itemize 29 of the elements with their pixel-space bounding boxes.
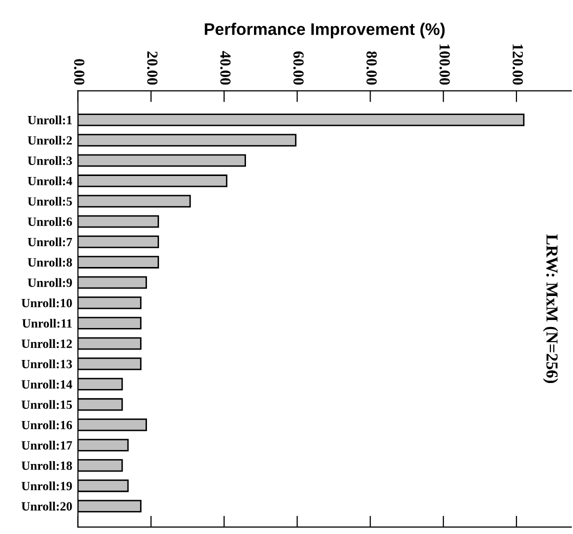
y-tick-label: Unroll:14 <box>22 380 72 389</box>
x-tick-label: 60.00 <box>293 51 304 85</box>
y-tick-label: Unroll:1 <box>28 116 72 124</box>
y-tick-label: Unroll:12 <box>22 339 72 348</box>
y-tick-label: Unroll:19 <box>22 481 72 490</box>
y-tick-label: Unroll:13 <box>22 359 72 368</box>
y-tick-label: Unroll:20 <box>22 502 72 511</box>
y-tick-label: Unroll:7 <box>28 237 72 246</box>
y-tick-label: Unroll:3 <box>28 156 72 166</box>
y-tick-label: Unroll:6 <box>28 217 72 226</box>
x-tick-label: 80.00 <box>366 51 377 85</box>
y-tick-label: Unroll:17 <box>22 440 72 450</box>
x-tick-label: 20.00 <box>147 51 158 85</box>
y-tick-label: Unroll:5 <box>28 196 72 206</box>
y-tick-label: Unroll:16 <box>22 420 72 430</box>
x-tick-label: 100.00 <box>439 44 450 85</box>
y-tick-label: Unroll:15 <box>22 400 72 409</box>
x-tick-label: 40.00 <box>220 51 231 85</box>
y-tick-label: Unroll:18 <box>22 461 72 470</box>
y-tick-label: Unroll:10 <box>22 298 72 308</box>
y-tick-label: Unroll:4 <box>28 176 72 186</box>
x-tick-label: 0.00 <box>74 59 84 85</box>
y-tick-label: Unroll:8 <box>28 258 72 267</box>
text: LRW: MxM (N=256) <box>543 234 558 383</box>
y-tick-label: Unroll:2 <box>28 136 72 145</box>
y-tick-label: Unroll:9 <box>28 278 72 288</box>
y-tick-label: Unroll:11 <box>22 318 72 328</box>
x-tick-label: 120.00 <box>512 44 523 85</box>
x-axis-title: Performance Improvement (%) <box>204 22 445 38</box>
